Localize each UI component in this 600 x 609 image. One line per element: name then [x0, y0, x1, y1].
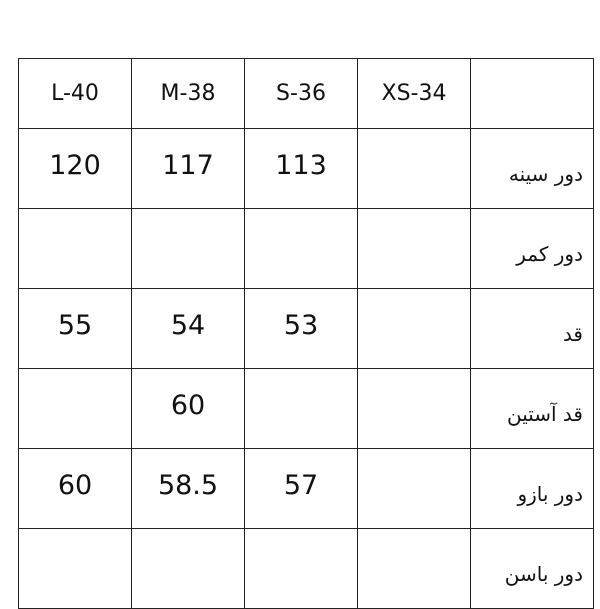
measurement-cell	[357, 208, 471, 289]
measurement-cell	[357, 128, 471, 209]
table-row: 55 54 53 قد	[18, 288, 594, 369]
measurement-cell: 53	[244, 288, 358, 369]
measurement-cell	[131, 528, 245, 609]
measurement-cell	[357, 368, 471, 449]
table-row: 60 قد آستین	[18, 368, 594, 449]
table-row: 60 58.5 57 دور بازو	[18, 448, 594, 529]
measurement-cell: 120	[18, 128, 132, 209]
measurement-cell	[18, 208, 132, 289]
measurement-cell	[244, 208, 358, 289]
measurement-cell: 57	[244, 448, 358, 529]
measurement-cell: 58.5	[131, 448, 245, 529]
size-chart-table: L-40 M-38 S-36 XS-34 120 117 113 دور سینه دور کم…	[18, 58, 594, 609]
table-row: دور باسن	[18, 528, 594, 609]
measurement-cell	[18, 528, 132, 609]
size-header	[470, 58, 594, 129]
table-row: 120 117 113 دور سینه	[18, 128, 594, 209]
table-row: دور کمر	[18, 208, 594, 289]
measurement-cell: 60	[131, 368, 245, 449]
measurement-cell	[357, 528, 471, 609]
measurement-label: قد	[470, 288, 594, 369]
measurement-cell	[18, 368, 132, 449]
size-header: M-38	[131, 58, 245, 129]
measurement-cell	[244, 368, 358, 449]
measurement-cell: 117	[131, 128, 245, 209]
measurement-cell	[244, 528, 358, 609]
size-header: XS-34	[357, 58, 471, 129]
size-header: L-40	[18, 58, 132, 129]
measurement-label: دور کمر	[470, 208, 594, 289]
measurement-label: دور بازو	[470, 448, 594, 529]
measurement-label: دور باسن	[470, 528, 594, 609]
measurement-cell	[131, 208, 245, 289]
header-row: L-40 M-38 S-36 XS-34	[18, 58, 594, 129]
measurement-cell	[357, 448, 471, 529]
measurement-cell	[357, 288, 471, 369]
measurement-label: دور سینه	[470, 128, 594, 209]
measurement-cell: 60	[18, 448, 132, 529]
measurement-cell: 55	[18, 288, 132, 369]
measurement-cell: 113	[244, 128, 358, 209]
size-header: S-36	[244, 58, 358, 129]
measurement-cell: 54	[131, 288, 245, 369]
measurement-label: قد آستین	[470, 368, 594, 449]
